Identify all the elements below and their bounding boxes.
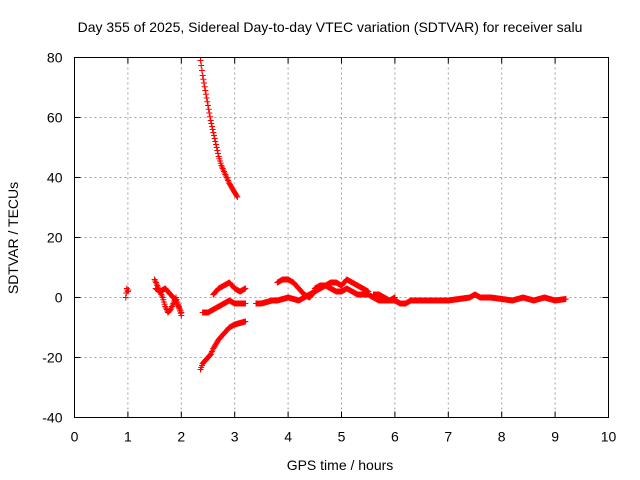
x-tick-label: 10 bbox=[601, 429, 617, 445]
data-point bbox=[202, 87, 209, 94]
data-point bbox=[215, 150, 222, 157]
x-tick-label: 8 bbox=[498, 429, 506, 445]
x-tick-label: 1 bbox=[124, 429, 132, 445]
data-point bbox=[242, 318, 249, 325]
data-point bbox=[212, 138, 219, 145]
y-tick-label: 20 bbox=[47, 230, 63, 246]
x-tick-label: 3 bbox=[231, 429, 239, 445]
data-point bbox=[198, 67, 205, 74]
data-point bbox=[205, 102, 211, 109]
chart-title: Day 355 of 2025, Sidereal Day-to-day VTE… bbox=[78, 19, 583, 35]
data-point bbox=[562, 296, 569, 302]
data-point bbox=[213, 144, 220, 151]
data-point bbox=[209, 123, 216, 130]
x-tick-label: 6 bbox=[391, 429, 399, 445]
y-tick-label: -20 bbox=[42, 350, 62, 366]
data-point bbox=[202, 91, 209, 98]
data-point bbox=[211, 135, 218, 142]
x-tick-label: 7 bbox=[444, 429, 452, 445]
x-tick-label: 0 bbox=[71, 429, 79, 445]
data-point bbox=[234, 194, 241, 200]
y-tick-label: 80 bbox=[47, 50, 63, 66]
x-tick-label: 5 bbox=[338, 429, 346, 445]
data-point bbox=[209, 126, 216, 133]
y-tick-label: 0 bbox=[55, 290, 63, 306]
data-point bbox=[125, 287, 132, 293]
data-point bbox=[242, 285, 249, 292]
y-axis-label: SDTVAR / TECUs bbox=[5, 182, 21, 294]
x-tick-label: 4 bbox=[284, 429, 292, 445]
y-tick-label: 40 bbox=[47, 170, 63, 186]
x-tick-label: 9 bbox=[551, 429, 559, 445]
data-point bbox=[200, 80, 207, 86]
data-point bbox=[203, 95, 210, 101]
data-point bbox=[200, 76, 207, 83]
plot-frame bbox=[74, 57, 609, 418]
data-point bbox=[242, 300, 249, 307]
data-point bbox=[178, 309, 185, 316]
y-tick-label: -40 bbox=[42, 410, 62, 426]
grid-lines bbox=[74, 57, 609, 418]
data-point bbox=[206, 110, 213, 116]
data-point bbox=[199, 72, 206, 79]
data-point bbox=[214, 147, 221, 154]
data-point bbox=[197, 57, 204, 64]
x-tick-label: 2 bbox=[177, 429, 185, 445]
data-point bbox=[198, 62, 205, 69]
data-point bbox=[207, 117, 214, 124]
data-point bbox=[208, 120, 215, 127]
axis-ticks: 0 1 2 3 4 5 6 7 8 9 10 -40 -20 0 20 40 60 80 bbox=[42, 50, 616, 445]
data-point bbox=[207, 113, 214, 120]
data-point bbox=[201, 83, 208, 90]
y-tick-label: 60 bbox=[47, 110, 63, 126]
data-point bbox=[233, 192, 240, 199]
data-point bbox=[210, 129, 217, 136]
x-axis-label: GPS time / hours bbox=[287, 457, 394, 473]
data-point bbox=[213, 141, 220, 148]
data-point bbox=[205, 106, 212, 113]
data-point bbox=[204, 98, 211, 105]
data-points bbox=[122, 57, 569, 373]
data-point bbox=[211, 132, 218, 139]
